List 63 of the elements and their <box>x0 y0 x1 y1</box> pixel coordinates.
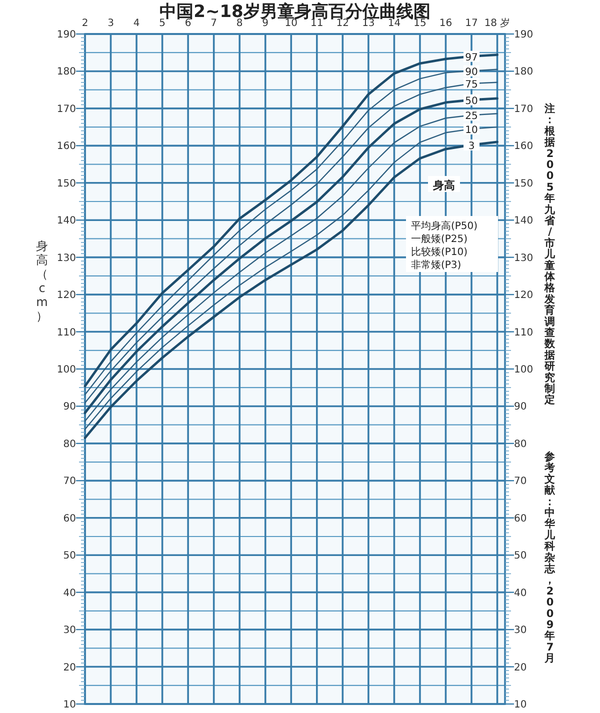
y2-tick-label: 30 <box>514 625 527 636</box>
x-tick-label: 3 <box>108 18 114 29</box>
y-tick-label: 20 <box>63 662 76 674</box>
x-tick-label: 2 <box>82 18 88 29</box>
y2-tick-label: 10 <box>514 700 527 710</box>
y2-tick-label: 160 <box>514 141 534 152</box>
y-tick-label: 100 <box>56 364 76 376</box>
y-tick-label: 180 <box>56 66 76 78</box>
y2-tick-label: 180 <box>514 66 534 78</box>
y-tick-label: 50 <box>63 550 76 562</box>
annotation: 平均身高(P50) <box>411 220 478 232</box>
y-tick-label: 40 <box>63 588 76 599</box>
y2-tick-label: 110 <box>514 327 534 338</box>
x-tick-label: 7 <box>210 18 218 29</box>
y2-tick-label: 80 <box>514 438 527 450</box>
x-tick-label: 16 <box>439 18 452 29</box>
y-tick-label: 160 <box>56 141 76 152</box>
y2-tick-label: 190 <box>514 30 534 40</box>
y-tick-label: 140 <box>56 216 76 227</box>
y2-tick-label: 40 <box>514 588 527 599</box>
y-tick-label: 150 <box>56 178 76 190</box>
x-tick-label: 8 <box>236 18 243 29</box>
y2-tick-label: 90 <box>514 402 527 413</box>
x-tick-label: 12 <box>336 18 350 29</box>
y-tick-label: 10 <box>63 700 76 710</box>
y2-tick-label: 120 <box>514 290 534 302</box>
x-tick-label: 4 <box>133 18 140 29</box>
x-tick-label: 18 岁 <box>484 17 510 29</box>
x-tick-label: 5 <box>159 18 166 29</box>
x-tick-label: 15 <box>414 18 426 29</box>
y-tick-label: 90 <box>63 402 76 413</box>
y2-tick-label: 170 <box>514 104 534 115</box>
y2-tick-label: 50 <box>514 550 527 562</box>
y2-tick-label: 20 <box>514 662 527 674</box>
annotation: 一般矮(P25) <box>411 234 468 245</box>
y-tick-label: 60 <box>63 513 76 524</box>
y2-tick-label: 130 <box>514 252 534 264</box>
y-tick-label: 190 <box>56 30 76 40</box>
y2-tick-label: 150 <box>514 178 534 190</box>
y2-tick-label: 60 <box>514 513 527 524</box>
y-tick-label: 110 <box>56 327 76 338</box>
y-axis-title: 身高（cm） <box>36 239 48 323</box>
y-tick-label: 70 <box>63 476 76 488</box>
x-tick-label: 6 <box>184 18 192 29</box>
y2-tick-label: 100 <box>514 364 534 376</box>
y-tick-label: 80 <box>63 438 76 450</box>
y-tick-label: 120 <box>56 290 76 302</box>
y-tick-label: 130 <box>56 252 76 264</box>
annotation: 比较矮(P10) <box>411 246 468 258</box>
y-tick-label: 30 <box>63 625 76 636</box>
x-tick-label: 10 <box>284 18 298 29</box>
y2-tick-label: 140 <box>514 216 534 227</box>
y-tick-label: 170 <box>56 104 76 115</box>
annotation: 身高 <box>432 179 455 192</box>
text: 注：根据2005年九省/市儿童体格发育调查数据研究制定 <box>544 103 556 406</box>
x-tick-label: 11 <box>310 18 324 29</box>
y2-tick-label: 70 <box>514 476 527 488</box>
x-tick-label: 13 <box>362 18 375 29</box>
text: 参考文献：中华儿科杂志，2009年7月 <box>544 451 556 665</box>
annotation: 非常矮(P3) <box>411 259 462 271</box>
x-tick-label: 14 <box>388 18 401 29</box>
x-tick-label: 9 <box>262 18 269 29</box>
x-tick-label: 17 <box>465 18 478 29</box>
